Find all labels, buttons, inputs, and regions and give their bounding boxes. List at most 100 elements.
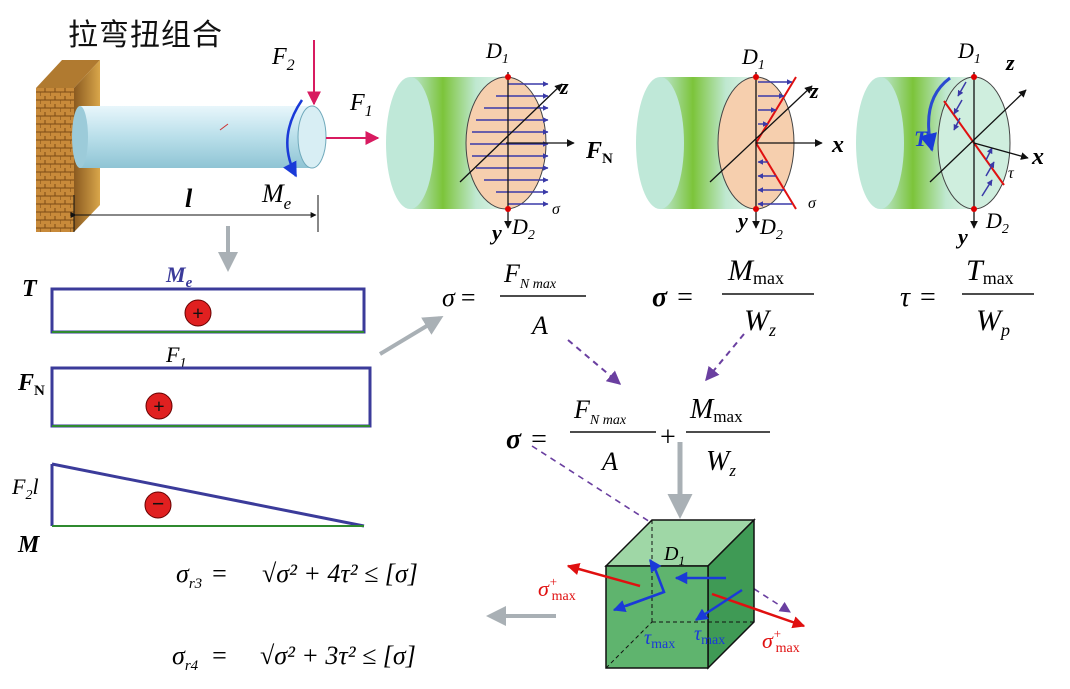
label-D2: D2 bbox=[985, 208, 1009, 237]
label-D2: D2 bbox=[759, 214, 783, 243]
sign-plus-icon bbox=[184, 299, 212, 327]
axis-z bbox=[459, 83, 563, 183]
formula-lhs: σ = bbox=[442, 283, 476, 312]
label-sigma-max-right: σ+ max bbox=[762, 626, 800, 656]
shaft-right-end bbox=[297, 105, 327, 169]
axis-x bbox=[973, 142, 1029, 160]
point-D2 bbox=[753, 206, 759, 212]
shear-arrows bbox=[953, 81, 995, 197]
formula-lhs: σ = bbox=[506, 424, 547, 455]
formula-denominator: Wp bbox=[976, 304, 1010, 340]
label-x: x bbox=[1031, 144, 1044, 170]
shaft-mark bbox=[219, 123, 229, 131]
formula-lhs: σ = bbox=[652, 282, 693, 313]
formula-denominator-1: A bbox=[600, 447, 618, 476]
stress-arrows bbox=[470, 81, 549, 207]
label-sigma-max-left: σ+ max bbox=[538, 574, 576, 604]
point-D2 bbox=[971, 206, 977, 212]
sign-FN: + bbox=[153, 396, 164, 418]
label-F2: F2 bbox=[271, 44, 295, 74]
label-sigma: σ bbox=[552, 201, 561, 218]
arrow-to-axial-formula bbox=[378, 315, 444, 356]
label-D1: D1 bbox=[741, 44, 765, 73]
cyl-back bbox=[636, 77, 684, 209]
label-tau-max-left: τmax bbox=[644, 627, 675, 652]
sigma-max-arrow-left bbox=[566, 562, 641, 588]
label-x: x bbox=[831, 132, 844, 158]
sign-minus-icon bbox=[144, 491, 172, 519]
axis-label-T: T bbox=[22, 276, 38, 302]
point-D1 bbox=[971, 74, 977, 80]
value-label-F2l: F2l bbox=[11, 474, 39, 503]
label-y: y bbox=[955, 224, 968, 249]
formula-denominator: Wz bbox=[744, 304, 776, 340]
section-torsion: D1 D2 y z x τ T bbox=[856, 38, 1044, 249]
point-D2 bbox=[505, 206, 511, 212]
cube-hidden-edge bbox=[605, 621, 653, 669]
formula-axial: σ = FN max A bbox=[442, 259, 586, 340]
label-z: z bbox=[559, 74, 569, 99]
axis-z bbox=[709, 85, 813, 183]
cyl-back bbox=[856, 77, 904, 209]
axis-z bbox=[929, 89, 1027, 183]
formula-r4: σr4 = √σ² + 3τ² ≤ [σ] bbox=[172, 641, 416, 674]
label-D2: D2 bbox=[511, 214, 535, 243]
label-z: z bbox=[1005, 50, 1015, 75]
formula-r3: σr3 = √σ² + 4τ² ≤ [σ] bbox=[176, 559, 418, 592]
formula-combined: σ = FN max A + Mmax Wz bbox=[506, 394, 770, 480]
formula-lhs: τ = bbox=[900, 282, 936, 313]
section-axial: D1 D2 y z FN σ bbox=[386, 38, 613, 245]
value-label-Me: Me bbox=[165, 262, 193, 291]
diagram-M: F2l M − bbox=[11, 462, 365, 558]
sign-M: − bbox=[152, 491, 165, 516]
point-D1 bbox=[505, 74, 511, 80]
formula-numerator-1: FN max bbox=[573, 395, 627, 428]
formula-rhs: √σ² + 4τ² ≤ [σ] bbox=[262, 559, 418, 588]
formula-torsion: τ = Tmax Wp bbox=[900, 254, 1034, 340]
torque-arrow bbox=[919, 76, 951, 152]
dashed-arrow-axial bbox=[567, 339, 622, 385]
label-D1: D1 bbox=[663, 543, 685, 568]
axis-label-FN: FN bbox=[17, 370, 45, 399]
formula-denominator: A bbox=[530, 311, 548, 340]
formula-rhs: √σ² + 3τ² ≤ [σ] bbox=[260, 641, 416, 670]
plus-sign: + bbox=[660, 422, 676, 453]
tau-arrow-right bbox=[694, 588, 743, 622]
wall-brick-face bbox=[36, 88, 74, 232]
label-l: l bbox=[185, 184, 193, 213]
label-tau: τ bbox=[1008, 165, 1015, 182]
tau-arrow bbox=[612, 590, 665, 613]
shaft-left-end bbox=[72, 106, 88, 168]
page-title: 拉弯扭组合 bbox=[68, 18, 223, 53]
sign-plus-icon bbox=[145, 392, 173, 420]
label-D1: D1 bbox=[957, 38, 981, 67]
axis-label-M: M bbox=[17, 532, 41, 558]
label-T: T bbox=[914, 126, 929, 151]
formula-denominator-2: Wz bbox=[706, 446, 736, 480]
formula-numerator-2: Mmax bbox=[689, 394, 743, 426]
point-D1 bbox=[753, 74, 759, 80]
diagram-FN: FN F1 + bbox=[17, 342, 372, 428]
label-y: y bbox=[489, 220, 502, 245]
label-FN: FN bbox=[585, 138, 613, 167]
cantilever-beam: F2 F1 Me l bbox=[36, 40, 380, 232]
M-diagram-slope bbox=[51, 462, 365, 528]
stress-element: D1 σ+ max σ+ max τmax τmax bbox=[538, 518, 806, 670]
shaft-body bbox=[80, 106, 312, 168]
label-Me: Me bbox=[261, 179, 292, 213]
moment-Me-arrow bbox=[283, 99, 304, 178]
label-y: y bbox=[735, 208, 748, 233]
formula-numerator: Mmax bbox=[727, 254, 784, 288]
label-sigma: σ bbox=[808, 195, 817, 212]
diagram-T: T Me + bbox=[22, 262, 366, 334]
formula-bending: σ = Mmax Wz bbox=[652, 254, 814, 340]
section-bending: D1 D2 y z x σ bbox=[636, 44, 844, 243]
label-F1: F1 bbox=[349, 90, 373, 120]
label-D1: D1 bbox=[485, 38, 509, 67]
dashed-arrow-bending bbox=[705, 333, 745, 382]
wall-top bbox=[36, 60, 100, 88]
label-z: z bbox=[809, 78, 819, 103]
sign-T: + bbox=[192, 303, 203, 325]
cyl-back bbox=[386, 77, 434, 209]
bending-stress-arrows bbox=[757, 79, 793, 207]
